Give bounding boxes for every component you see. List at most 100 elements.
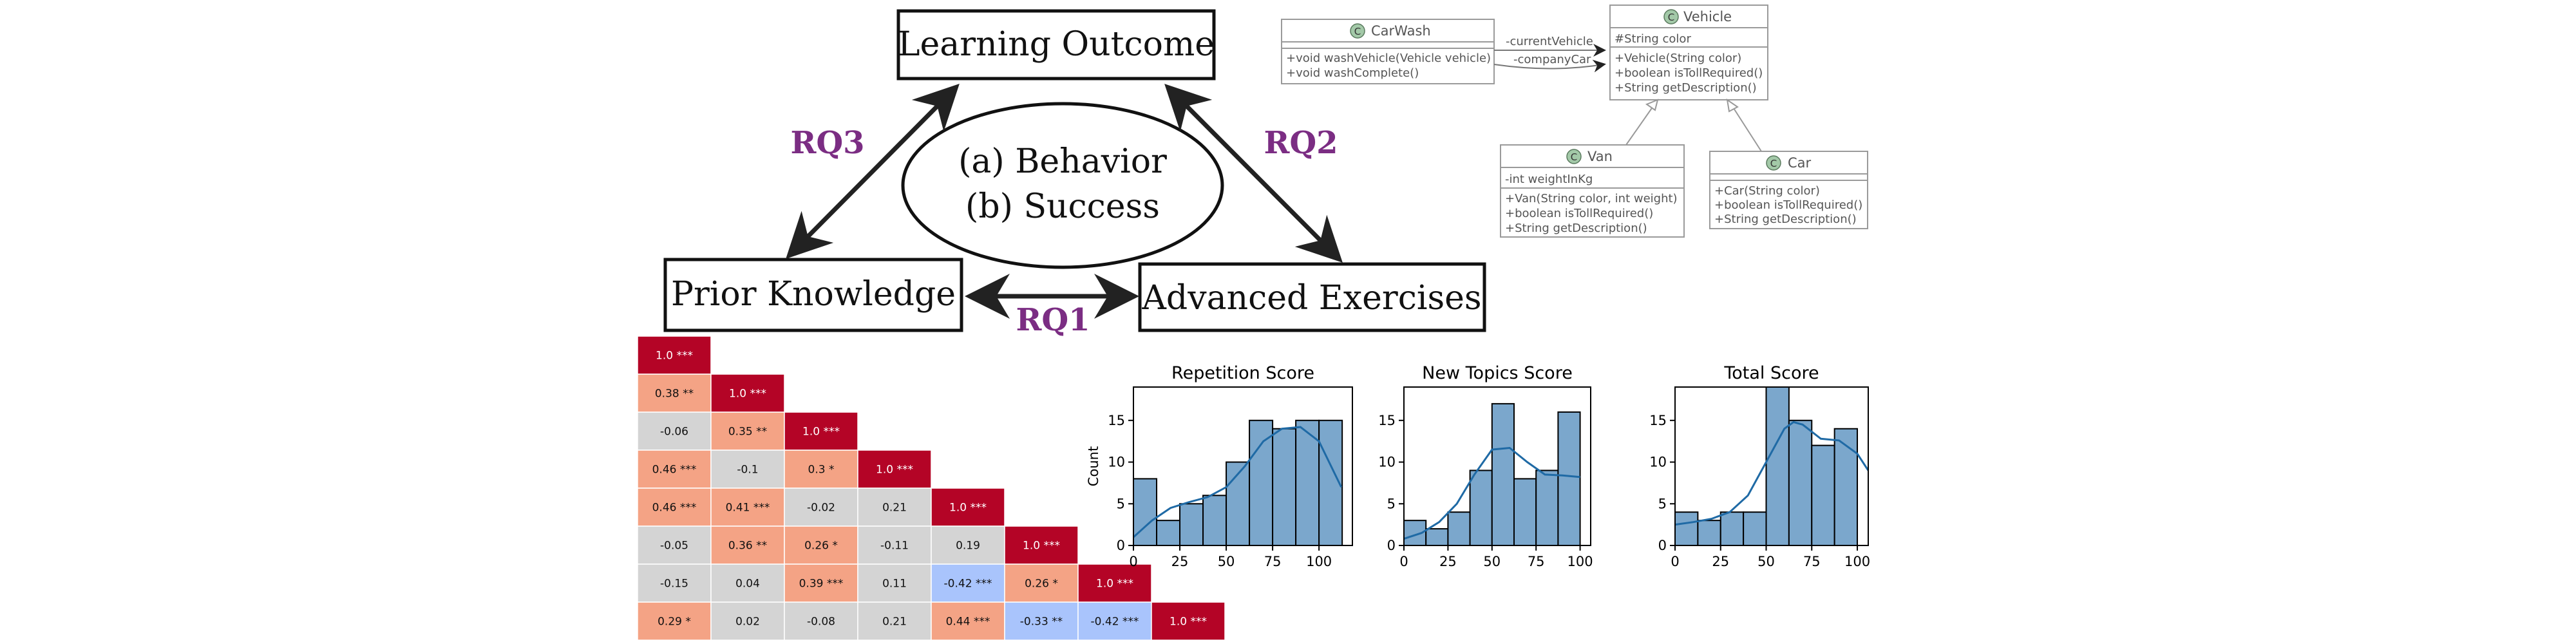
uml-method: +Car(String color) — [1714, 184, 1820, 198]
heatmap-cell-label: 0.26 * — [1025, 578, 1058, 591]
heatmap-cell — [784, 526, 858, 565]
heatmap-cell-label: 1.0 *** — [802, 426, 840, 439]
inherit-van — [1625, 106, 1654, 146]
heatmap-cell-label: -0.42 *** — [1091, 616, 1139, 629]
x-tick-label: 75 — [1528, 554, 1545, 569]
heatmap-cell-label: 0.02 — [735, 616, 760, 629]
class-icon-letter: C — [1668, 12, 1674, 23]
inherit-arrow — [1726, 98, 1739, 113]
heatmap-cell-label: -0.1 — [737, 464, 758, 477]
y-axis-label: Count — [1086, 446, 1101, 486]
x-tick-label: 100 — [1567, 554, 1593, 569]
x-tick-label: 50 — [1757, 554, 1775, 569]
y-tick-label: 10 — [1378, 455, 1396, 470]
y-tick-label: 0 — [1117, 538, 1125, 553]
center-ellipse — [901, 102, 1224, 269]
y-tick-label: 0 — [1658, 538, 1667, 553]
x-tick-label: 25 — [1171, 554, 1189, 569]
histogram-bar — [1249, 419, 1274, 547]
heatmap-cell-label: 0.04 — [735, 578, 760, 591]
heatmap-cell — [710, 412, 785, 451]
advanced-exercises-label: Advanced Exercises — [1141, 279, 1481, 317]
heatmap-cell — [637, 488, 712, 527]
assoc-label: -currentVehicle — [1506, 35, 1593, 48]
heatmap-cell-label: 0.38 ** — [655, 388, 694, 401]
x-tick-label: 25 — [1439, 554, 1457, 569]
histogram-bar — [1697, 520, 1721, 547]
histogram-bar — [1674, 511, 1699, 546]
class-icon — [1350, 23, 1365, 39]
uml-field: -int weightInKg — [1505, 173, 1593, 186]
uml-method: +Vehicle(String color) — [1615, 52, 1741, 65]
uml-class-van: C Van -int weightInKg +Van(String color,… — [1500, 144, 1685, 238]
heatmap-cell — [1077, 564, 1152, 603]
kde-line — [1674, 421, 1870, 526]
arrow-rq3 — [786, 84, 960, 259]
heatmap-cell-label: 1.0 *** — [729, 388, 766, 401]
heatmap-cell-label: 0.26 * — [804, 540, 838, 553]
rq3-label: RQ3 — [790, 125, 864, 161]
heatmap-cell-label: -0.08 — [807, 616, 835, 629]
advanced-exercises-box — [1138, 262, 1486, 332]
center-label-behavior: (a) Behavior — [958, 142, 1167, 181]
uml-field: #String color — [1615, 32, 1691, 46]
heatmap-cell-label: 1.0 *** — [656, 350, 693, 363]
heatmap-cell-label: -0.42 *** — [944, 578, 992, 591]
plot-frame — [1674, 386, 1869, 546]
heatmap-cell-label: 0.21 — [882, 616, 907, 629]
prior-knowledge-box — [663, 258, 963, 332]
heatmap-cell-label: 0.46 *** — [652, 464, 697, 477]
heatmap-cell — [710, 374, 785, 413]
chart-title: Repetition Score — [1171, 363, 1314, 383]
histogram-bar — [1133, 478, 1158, 547]
heatmap-cell-label: 0.21 — [882, 502, 907, 515]
heatmap-cell — [710, 526, 785, 565]
class-icon — [1766, 155, 1781, 171]
research-diagram: Learning Outcome Prior Knowledge Advance… — [663, 9, 1486, 338]
class-icon — [1566, 149, 1582, 164]
histogram-bar — [1557, 411, 1581, 546]
histogram-panel: 0 25 50 75 100 0 5 10 15 New Topics Score — [1378, 363, 1593, 569]
y-tick-label: 0 — [1387, 538, 1396, 553]
heatmap-cell-label: 0.41 *** — [726, 502, 770, 515]
heatmap-cell — [931, 564, 1005, 603]
heatmap-cell — [637, 564, 712, 603]
y-tick-label: 5 — [1387, 496, 1396, 511]
heatmap-cell — [857, 526, 932, 565]
histogram-bar — [1447, 511, 1471, 546]
heatmap-cell — [1004, 601, 1079, 641]
uml-method: +Van(String color, int weight) — [1505, 192, 1678, 205]
x-tick-label: 50 — [1218, 554, 1235, 569]
histogram-panel: 0 25 50 75 100 0 5 10 15 Total Score — [1649, 363, 1870, 569]
heatmap-cell — [637, 336, 712, 375]
heatmap-cell — [857, 564, 932, 603]
heatmap-cell-label: 0.39 *** — [799, 578, 844, 591]
uml-method: +String getDescription() — [1615, 81, 1757, 95]
inherit-car — [1732, 106, 1762, 152]
heatmap-cell — [931, 601, 1005, 641]
class-icon — [1663, 9, 1679, 24]
heatmap-cell — [710, 564, 785, 603]
uml-method: +String getDescription() — [1714, 213, 1857, 226]
heatmap-cell-label: 0.29 * — [658, 616, 691, 629]
x-tick-label: 75 — [1264, 554, 1282, 569]
heatmap-cell — [1151, 601, 1226, 641]
histogram-panel: 0 25 50 75 100 0 5 10 15 Repetition Score Count — [1086, 363, 1353, 569]
heatmap-cell-label: 1.0 *** — [876, 464, 913, 477]
heatmap-cell-label: -0.02 — [807, 502, 835, 515]
uml-class-name: Van — [1587, 149, 1613, 164]
x-tick-label: 25 — [1712, 554, 1729, 569]
histogram-bar — [1272, 428, 1297, 546]
uml-method: +void washComplete() — [1286, 66, 1419, 80]
x-tick-label: 0 — [1129, 554, 1137, 569]
heatmap-cell — [931, 526, 1005, 565]
heatmap-cell — [637, 526, 712, 565]
heatmap-cell — [857, 601, 932, 641]
y-tick-label: 10 — [1649, 455, 1667, 470]
y-tick-label: 5 — [1117, 496, 1125, 511]
arrow-rq2 — [1164, 84, 1343, 263]
histogram-bar — [1491, 402, 1515, 546]
heatmap-cell — [1004, 564, 1079, 603]
